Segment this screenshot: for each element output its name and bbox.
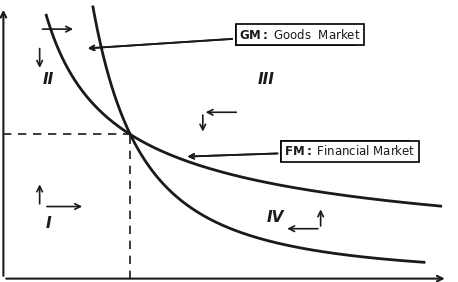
Text: $\mathbf{FM:}$ Financial Market: $\mathbf{FM:}$ Financial Market [190, 144, 416, 159]
Text: IV: IV [267, 210, 284, 225]
Text: III: III [258, 72, 275, 87]
Text: II: II [43, 72, 55, 87]
Text: $\mathbf{GM:}$ Goods  Market: $\mathbf{GM:}$ Goods Market [90, 28, 360, 50]
Text: GM: Goods  Market: GM: Goods Market [90, 28, 351, 50]
Text: I: I [46, 216, 51, 231]
Text: FM: Financial Market: FM: Financial Market [190, 145, 405, 159]
